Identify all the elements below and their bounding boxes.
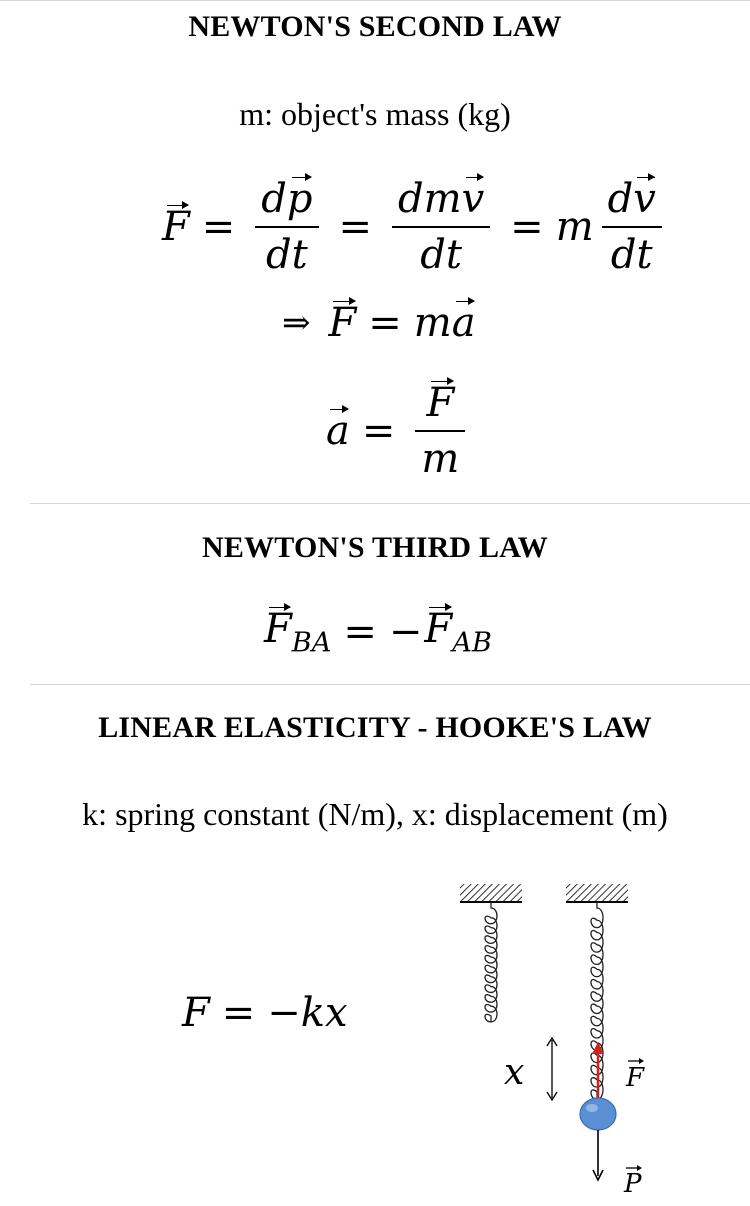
mass-ball [579,1097,617,1131]
action-reaction-equation: FBA = − FAB [264,602,492,659]
dv-dt-fraction: dv dt [601,172,662,278]
svg-text:F: F [625,1063,645,1093]
third-law-heading: NEWTON'S THIRD LAW [202,531,548,564]
dp-dt-fraction: dp dt [255,172,319,278]
force-arrow [592,1042,604,1104]
implies-arrow: ⇒ [282,303,311,343]
top-divider [0,0,750,1]
ball-highlight [586,1104,598,1112]
equals-sign: = [338,204,373,250]
section-divider [30,684,750,685]
f-over-m-fraction: F m [415,376,466,482]
dmv-dt-fraction: dmv dt [392,172,491,278]
hooke-note: k: spring constant (N/m), x: displacemen… [82,796,668,832]
right-ceiling-support [566,884,628,903]
weight-label: P [623,1165,642,1199]
spring-diagram: x F P [460,884,645,1199]
section-divider [30,503,750,504]
second-law-heading: NEWTON'S SECOND LAW [188,10,562,43]
acceleration-equation: a = F m [326,376,473,482]
displacement-arrow [546,1036,558,1102]
equals-sign: = [510,204,544,250]
force-symbol: F [162,200,190,250]
weight-arrow [592,1130,604,1182]
mass-factor: m [555,204,594,250]
rest-spring [484,902,498,1023]
momentum-equation: F = dp dt = dmv dt = m dv dt [162,172,670,278]
svg-text:P: P [623,1169,642,1199]
equals-sign: = [201,204,236,250]
force-label: F [625,1058,645,1093]
hooke-heading: LINEAR ELASTICITY - HOOKE'S LAW [98,711,652,744]
hooke-formula: F = −kx [182,990,348,1036]
displacement-label: x [504,1052,524,1093]
left-ceiling-support [460,884,522,903]
second-law-mass-note: m: object's mass (kg) [239,96,511,132]
